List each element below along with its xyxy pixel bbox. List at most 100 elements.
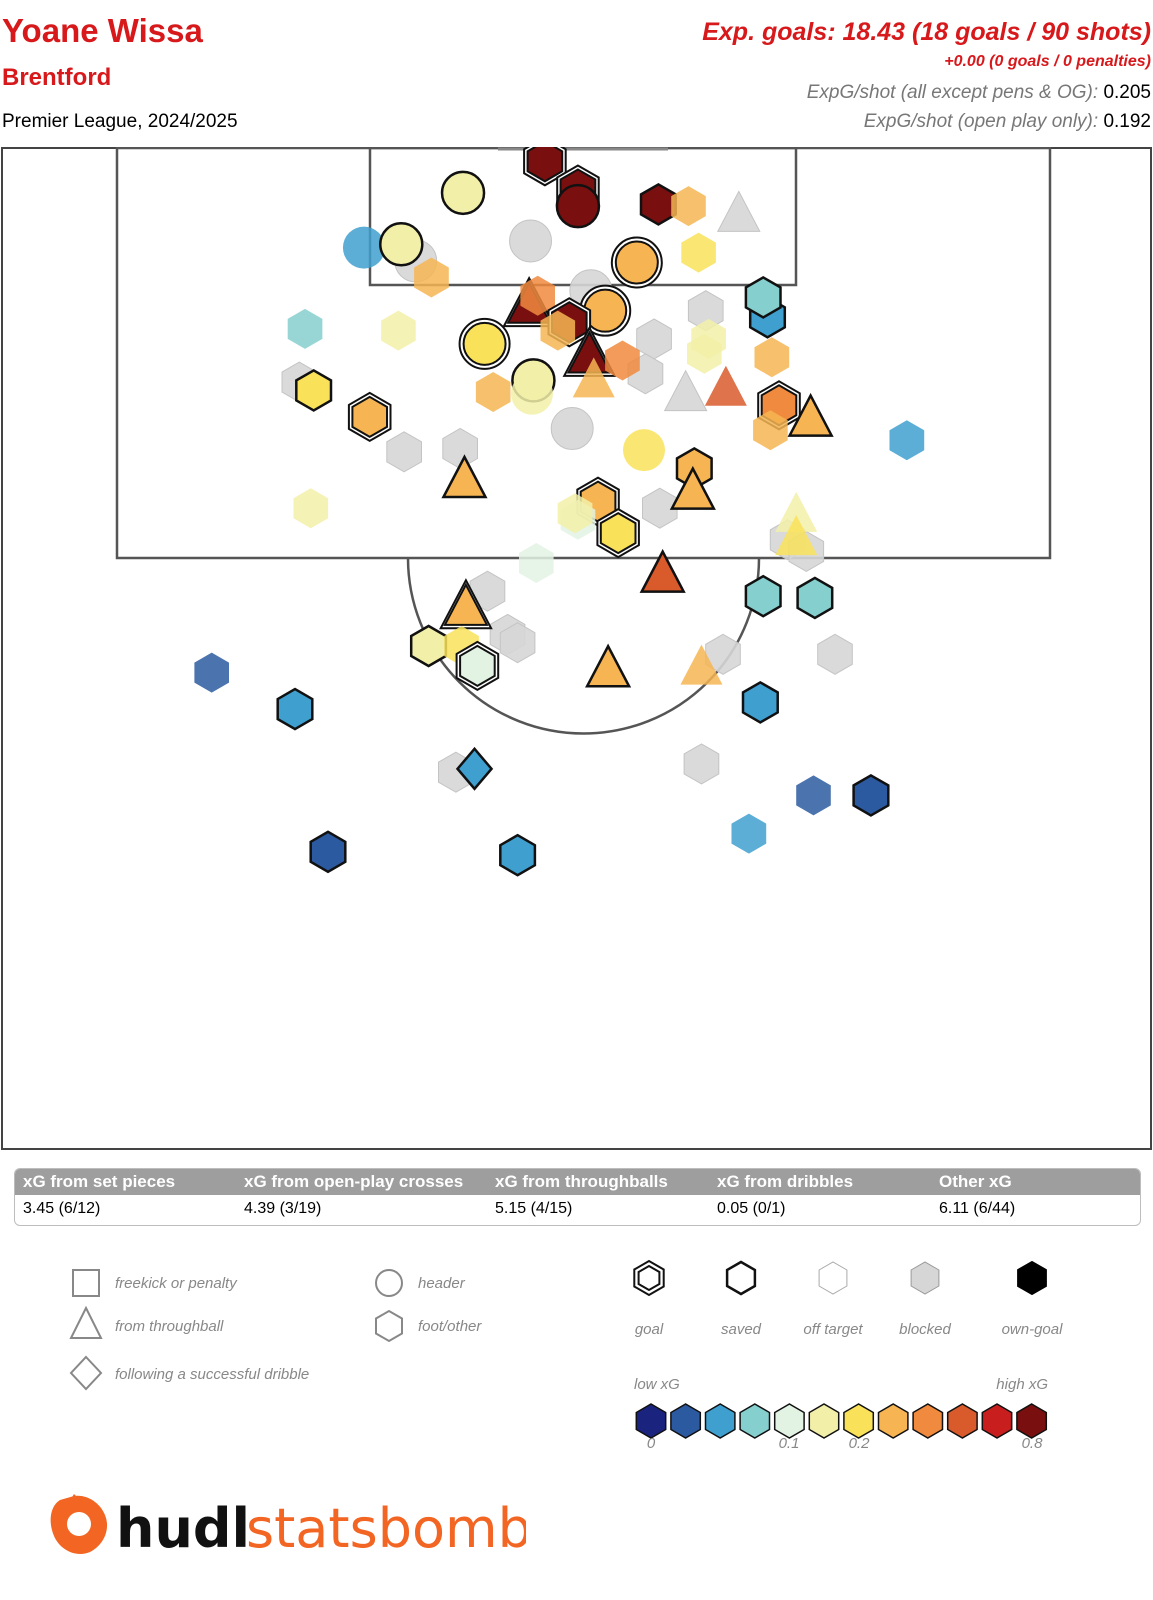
shot-marker-circle-saved — [379, 222, 424, 267]
expected-goals-summary: Exp. goals: 18.43 (18 goals / 90 shots) — [702, 18, 1151, 46]
shot-marker-hexagon-saved — [309, 830, 347, 874]
shot-marker-hexagon-goal — [599, 511, 637, 555]
value-other-xg: 6.11 (6/44) — [939, 1200, 1016, 1217]
legend-high-xg-label: high xG — [996, 1376, 1048, 1393]
outcome-legend — [633, 1259, 1047, 1297]
shot-marker-hexagon-off-target — [381, 310, 416, 351]
xg-breakdown-table: xG from set pieces xG from open-play cro… — [14, 1168, 1141, 1226]
scale-tick-0-1: 0.1 — [779, 1435, 800, 1452]
shot-marker-circle-off-target — [342, 226, 385, 269]
legend-freekick-label: freekick or penalty — [115, 1275, 238, 1292]
shot-marker-hexagon-blocked — [386, 431, 422, 473]
shot-marker-hexagon-saved — [499, 833, 537, 877]
xg-scale-swatch — [635, 1403, 667, 1439]
own-goal-outcome-icon — [1017, 1260, 1047, 1296]
xg-scale-swatch — [739, 1403, 771, 1439]
logo-hudl-text: hudl — [116, 1497, 250, 1560]
shot-marker-triangle-off-target — [572, 357, 615, 398]
value-open-play-crosses: 4.39 (3/19) — [244, 1200, 322, 1217]
penalties-summary: +0.00 (0 goals / 0 penalties) — [944, 53, 1151, 70]
shot-marker-triangle-off-target — [775, 515, 818, 556]
shot-marker-hexagon-blocked — [683, 743, 720, 785]
xg-per-shot-open-label: ExpG/shot (open play only): — [863, 111, 1099, 132]
triangle-icon — [69, 1305, 103, 1339]
saved-outcome-icon — [725, 1260, 757, 1296]
shot-marker-hexagon-goal — [351, 395, 388, 439]
statsbomb-mark-icon — [50, 1494, 108, 1555]
scale-tick-0: 0 — [647, 1435, 656, 1452]
shot-marker-circle-goal — [614, 240, 659, 285]
value-dribbles: 0.05 (0/1) — [717, 1200, 786, 1217]
shot-marker-circle-saved — [440, 170, 486, 216]
shot-marker-triangle-blocked — [663, 369, 708, 412]
shot-marker-hexagon-off-target — [691, 318, 726, 359]
header-set-pieces: xG from set pieces — [23, 1172, 176, 1191]
shot-marker-diamond-saved — [455, 746, 494, 791]
shot-marker-triangle-off-target — [704, 365, 747, 406]
xg-scale-swatch — [808, 1403, 840, 1439]
shot-marker-hexagon-goal — [526, 147, 564, 183]
shot-marker-triangle-off-target — [680, 644, 723, 685]
legend-low-xg-label: low xG — [634, 1376, 680, 1393]
shots-layer — [194, 147, 925, 877]
shot-marker-hexagon-off-target — [731, 813, 767, 854]
player-name: Yoane Wissa — [2, 12, 203, 49]
shot-marker-hexagon-blocked — [705, 633, 741, 675]
shot-marker-hexagon-off-target — [753, 410, 788, 451]
value-set-pieces: 3.45 (6/12) — [23, 1200, 101, 1217]
legend-goal-label: goal — [635, 1321, 664, 1338]
xg-per-shot-all-value: 0.205 — [1103, 82, 1151, 103]
shot-marker-hexagon-goal — [459, 644, 496, 688]
shot-marker-hexagon-off-target — [414, 257, 449, 298]
shot-marker-hexagon-saved — [796, 576, 834, 620]
shot-marker-circle-blocked — [550, 407, 594, 451]
legend-own-goal-label: own-goal — [1002, 1321, 1064, 1338]
xg-per-shot-all-label: ExpG/shot (all except pens & OG): — [806, 82, 1099, 103]
shot-marker-triangle-saved — [639, 548, 686, 593]
team-name: Brentford — [2, 64, 112, 91]
shot-marker-hexagon-blocked — [817, 633, 853, 675]
shot-marker-hexagon-off-target — [287, 308, 323, 349]
value-throughballs: 5.15 (4/15) — [495, 1200, 573, 1217]
shot-marker-circle-off-target — [510, 372, 553, 415]
shot-marker-hexagon-off-target — [520, 275, 555, 316]
shot-marker-hexagon-off-target — [293, 488, 329, 529]
header-open-play-crosses: xG from open-play crosses — [244, 1172, 464, 1191]
legend-throughball-label: from throughball — [115, 1318, 224, 1335]
shot-marker-hexagon-off-target — [796, 775, 831, 816]
legend-header-label: header — [418, 1275, 466, 1292]
legend-dribble-label: following a successful dribble — [115, 1366, 309, 1383]
shot-marker-hexagon-saved — [741, 680, 779, 724]
diamond-icon — [69, 1355, 103, 1391]
xg-scale-swatch — [773, 1403, 805, 1439]
shot-marker-triangle-saved — [441, 454, 488, 499]
goal-outcome-icon — [637, 1264, 661, 1292]
shot-marker-hexagon-off-target — [671, 186, 706, 227]
shot-marker-triangle-goal — [443, 582, 489, 626]
shot-marker-hexagon-off-target — [540, 310, 576, 351]
shot-marker-circle-saved — [555, 183, 601, 229]
xg-scale-swatch — [843, 1403, 875, 1439]
shot-marker-triangle-saved — [787, 392, 834, 437]
blocked-outcome-icon — [910, 1261, 940, 1295]
xg-scale-swatch — [1016, 1403, 1048, 1439]
shot-marker-hexagon-saved — [295, 368, 333, 412]
shot-marker-triangle-saved — [669, 465, 716, 510]
scale-tick-0-2: 0.2 — [849, 1435, 871, 1452]
legend-foot-label: foot/other — [418, 1318, 482, 1335]
shot-marker-hexagon-off-target — [605, 340, 640, 381]
shot-marker-hexagon-off-target — [194, 652, 229, 693]
shot-marker-hexagon-saved — [276, 687, 314, 731]
xg-scale-swatch — [877, 1403, 909, 1439]
shot-marker-hexagon-off-target — [681, 232, 716, 273]
shot-map-pitch — [1, 147, 1152, 1150]
shot-marker-hexagon-saved — [744, 574, 782, 618]
shot-marker-triangle-blocked — [716, 190, 761, 232]
shot-marker-hexagon-off-target — [557, 493, 593, 534]
xg-scale-swatch — [946, 1403, 978, 1439]
scale-tick-0-8: 0.8 — [1022, 1435, 1044, 1452]
xg-per-shot-all: ExpG/shot (all except pens & OG): 0.205 — [807, 82, 1151, 104]
shot-marker-hexagon-blocked — [469, 570, 506, 612]
legend-off-target-label: off target — [803, 1321, 863, 1338]
logo-statsbomb-text: statsbomb — [246, 1497, 526, 1560]
